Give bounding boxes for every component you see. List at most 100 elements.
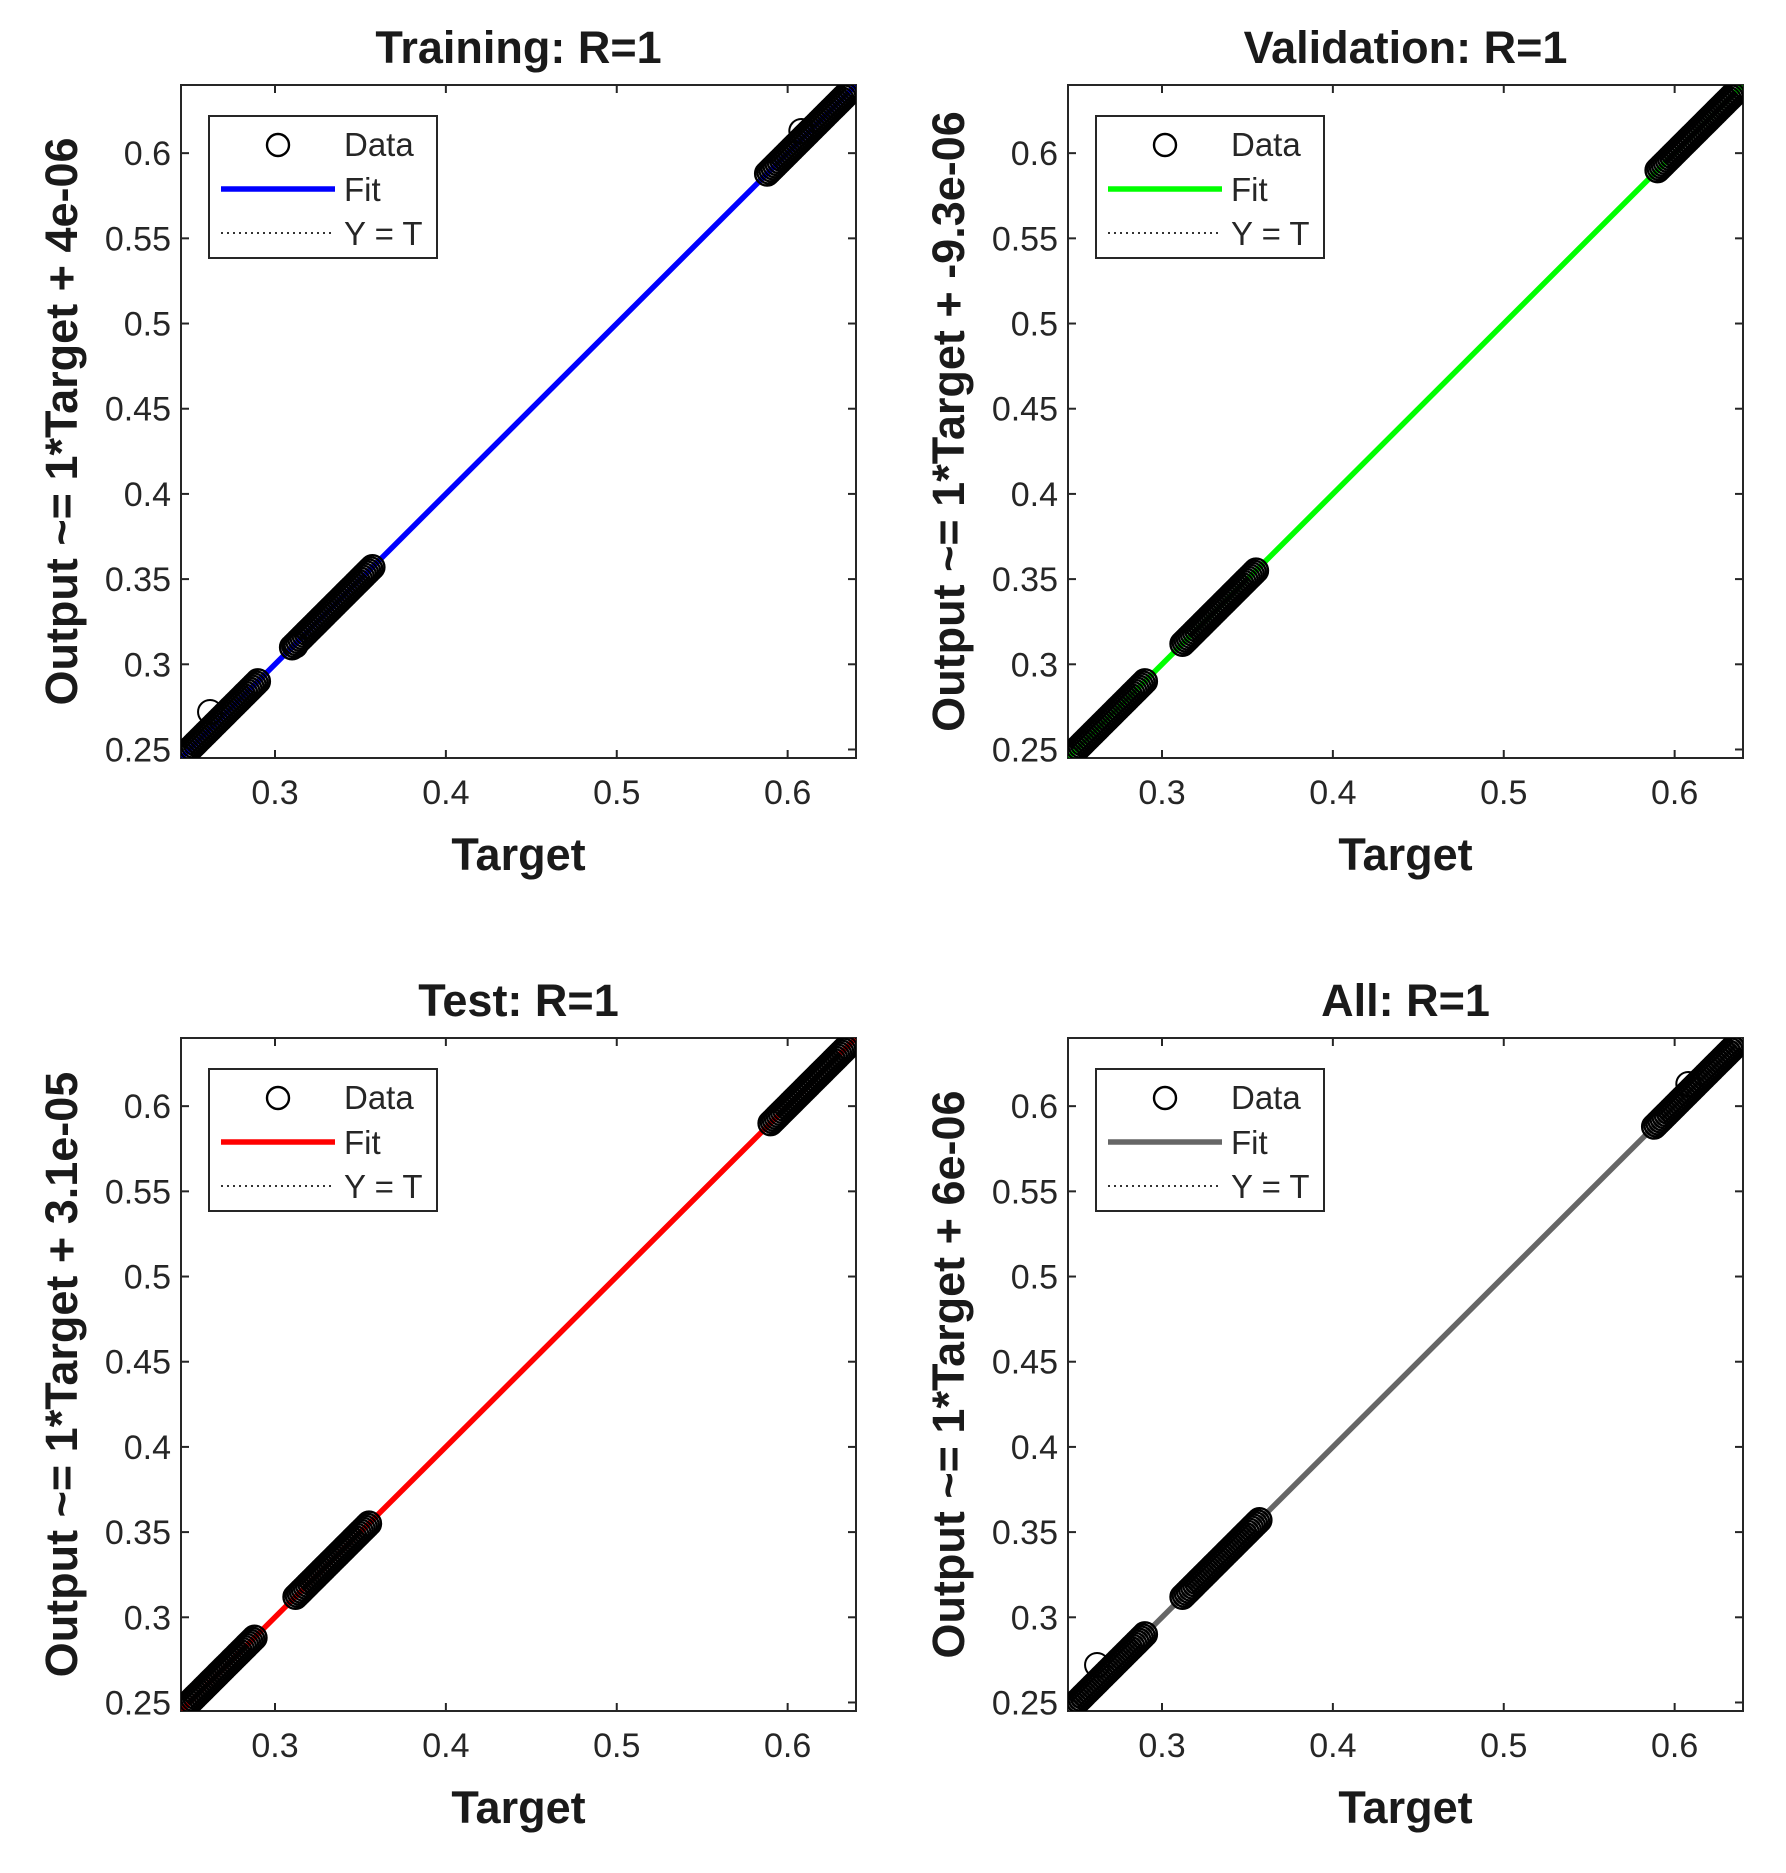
subplot-2: 0.3 0.4 0.5 0.6 0.25 0.3 0.35 0.4 0.45 0.5 0.55 0.6… — [923, 22, 1744, 880]
data-point — [1725, 85, 1743, 103]
data-point — [1242, 557, 1270, 584]
data-cluster — [282, 1510, 383, 1611]
y-tick-label: 0.6 — [124, 135, 171, 173]
data-point-outlier — [1084, 1651, 1111, 1678]
x-tick-label: 0.4 — [422, 774, 469, 812]
data-point — [1125, 1627, 1152, 1654]
y-tick-label: 0.55 — [992, 220, 1058, 258]
y-tick-label: 0.35 — [992, 1514, 1058, 1552]
data-point — [1239, 1513, 1267, 1540]
y-axis-label: Output ~= 1*Target + 3.1e-05 — [36, 1072, 87, 1678]
y-tick-label: 0.45 — [105, 391, 171, 429]
data-point — [834, 1038, 856, 1060]
legend: Data Fit Y = T — [208, 115, 438, 259]
x-tick-label: 0.6 — [1651, 774, 1698, 812]
subplot-1: 0.3 0.4 0.5 0.6 0.25 0.3 0.35 0.4 0.45 0.5 0.55 0.6… — [36, 22, 857, 880]
x-tick-label: 0.5 — [1480, 1727, 1527, 1765]
data-point — [353, 1512, 381, 1539]
x-tick-label: 0.4 — [1309, 774, 1356, 812]
y-tick-label: 0.4 — [1011, 476, 1058, 514]
data-point — [1129, 1623, 1157, 1650]
plot-area — [1068, 1038, 1743, 1711]
data-point — [233, 1632, 260, 1660]
data-cluster — [181, 1624, 268, 1711]
y-tick-label: 0.4 — [124, 1429, 171, 1467]
x-axis-label: Target — [1338, 829, 1472, 880]
data-cluster — [1169, 557, 1270, 658]
data-point-outlier — [788, 118, 815, 145]
data-point — [235, 1630, 262, 1658]
chart-title: Validation: R=1 — [1244, 22, 1568, 73]
data-point — [1127, 1625, 1154, 1652]
data-point — [1719, 85, 1743, 109]
y-tick-label: 0.3 — [1011, 1599, 1058, 1637]
data-point — [348, 564, 376, 591]
x-tick-label: 0.6 — [764, 774, 811, 812]
chart-title: Training: R=1 — [375, 22, 661, 73]
data-cluster — [1640, 1038, 1743, 1140]
y-tick-label: 0.25 — [105, 1684, 171, 1722]
y-tick-label: 0.5 — [124, 1259, 171, 1297]
x-axis-label: Target — [451, 1782, 585, 1833]
data-point — [1123, 676, 1150, 703]
legend: Data Fit Y = T — [1095, 1068, 1325, 1212]
legend-data-label: Data — [344, 126, 414, 163]
data-point — [1131, 1621, 1159, 1648]
data-point — [1719, 1038, 1743, 1062]
data-point — [1121, 1631, 1148, 1658]
chart-title: Test: R=1 — [418, 975, 618, 1026]
data-point-outlier — [282, 632, 309, 659]
data-point — [1240, 559, 1268, 586]
x-tick-label: 0.6 — [1651, 1727, 1698, 1765]
y-tick-label: 0.25 — [992, 731, 1058, 769]
data-point — [1121, 678, 1148, 705]
y-axis-label: Output ~= 1*Target + 6e-06 — [923, 1090, 974, 1658]
data-point — [349, 1516, 377, 1543]
x-tick-label: 0.5 — [593, 1727, 640, 1765]
y-tick-label: 0.3 — [1011, 646, 1058, 684]
plot-area — [181, 1038, 856, 1711]
y-tick-label: 0.5 — [124, 306, 171, 344]
legend-identity-label: Y = T — [344, 1168, 423, 1205]
data-point — [832, 85, 856, 109]
data-point — [355, 1510, 383, 1537]
data-point — [345, 1520, 372, 1547]
legend-identity-label: Y = T — [344, 215, 423, 252]
legend-data-marker — [265, 1085, 291, 1111]
y-tick-label: 0.6 — [124, 1088, 171, 1126]
data-point — [836, 85, 856, 105]
y-axis-label: Output ~= 1*Target + 4e-06 — [36, 137, 87, 705]
legend-fit-label: Fit — [344, 171, 381, 208]
data-point — [828, 1039, 855, 1066]
x-tick-label: 0.4 — [1309, 1727, 1356, 1765]
data-point — [1246, 1506, 1273, 1534]
data-point — [357, 556, 384, 583]
data-point — [824, 1043, 851, 1070]
y-tick-label: 0.5 — [1011, 1259, 1058, 1297]
x-tick-label: 0.3 — [251, 1727, 298, 1765]
legend-data-label: Data — [1231, 1079, 1301, 1116]
y-tick-label: 0.4 — [1011, 1429, 1058, 1467]
y-axis-label: Output ~= 1*Target + -9.3e-06 — [923, 111, 974, 732]
x-axis-label: Target — [451, 829, 585, 880]
data-point — [830, 1038, 856, 1064]
data-point — [238, 674, 265, 701]
x-tick-label: 0.5 — [593, 774, 640, 812]
subplot-4: 0.3 0.4 0.5 0.6 0.25 0.3 0.35 0.4 0.45 0.5 0.55 0.6… — [923, 975, 1744, 1833]
data-point — [239, 1626, 266, 1653]
legend-data-label: Data — [1231, 126, 1301, 163]
data-point-outlier — [197, 698, 224, 725]
legend-fit-label: Fit — [344, 1124, 381, 1161]
data-point — [355, 558, 382, 585]
data-point — [1723, 1038, 1743, 1058]
data-point — [1727, 1038, 1743, 1054]
legend-data-marker — [265, 132, 291, 158]
data-point — [359, 553, 386, 581]
data-point — [242, 670, 270, 697]
data-point-outlier — [1675, 1071, 1702, 1098]
data-point — [1123, 1629, 1150, 1656]
x-axis-label: Target — [1338, 1782, 1472, 1833]
data-point — [1238, 561, 1266, 588]
data-point — [1244, 1509, 1271, 1536]
